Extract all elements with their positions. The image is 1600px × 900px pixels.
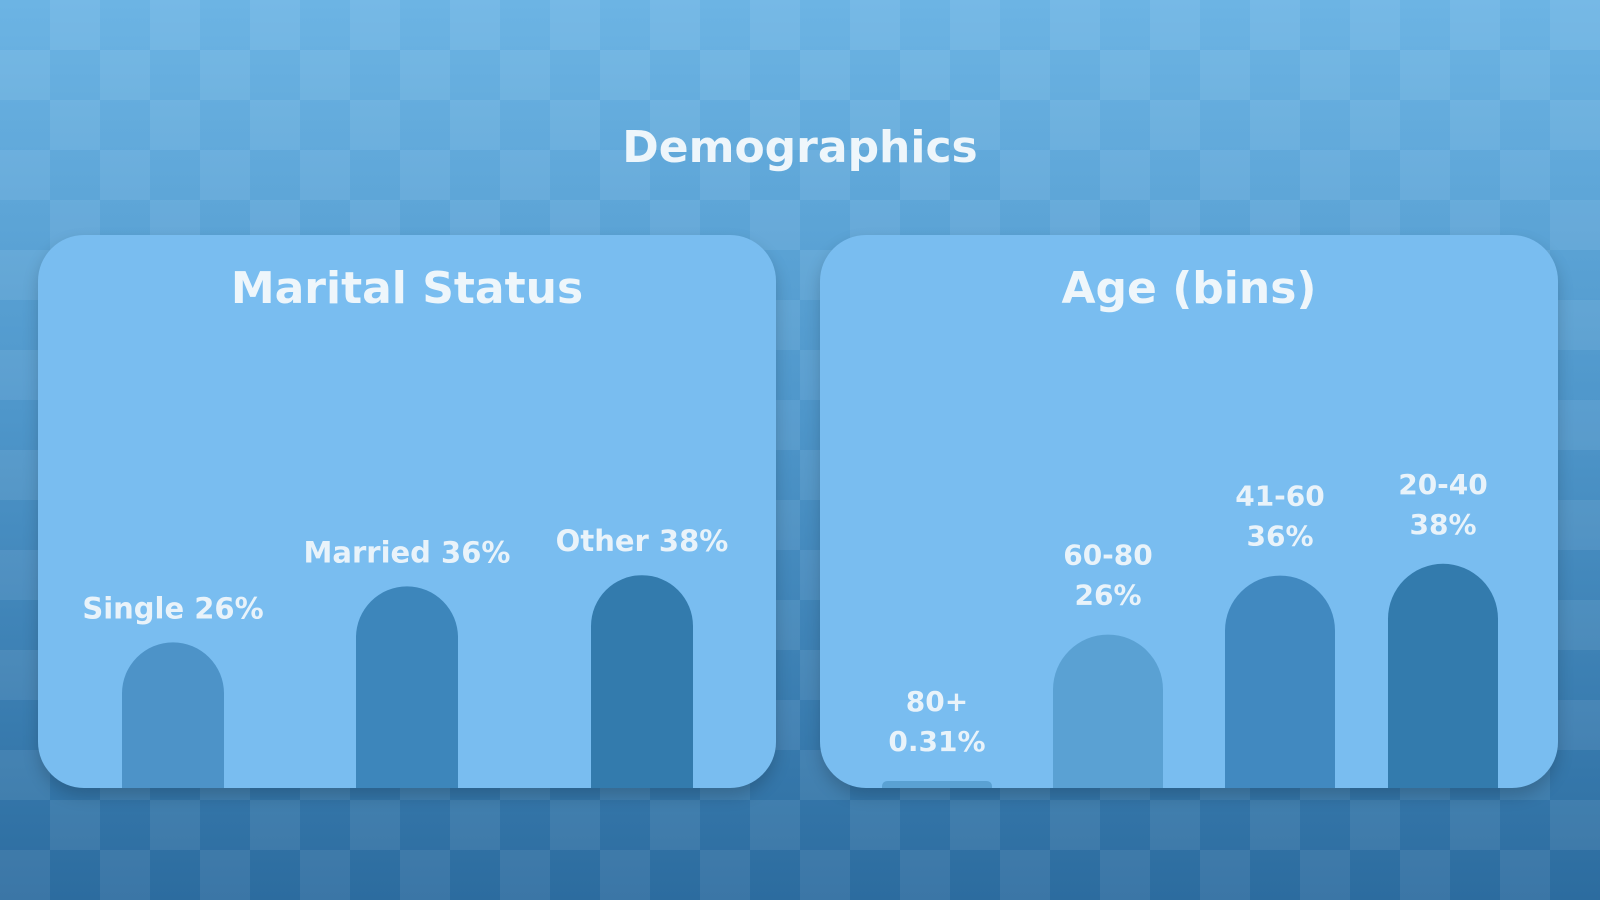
marital-status-chart: Single 26% Married 36% Other 38% — [82, 524, 729, 788]
bar-married — [356, 586, 458, 788]
age-bins-panel: Age (bins) 80+ 0.31% 60-80 26% 41-60 36% 20-40… — [820, 235, 1558, 788]
bar-label: Other 38% — [556, 524, 729, 558]
value-label: 26% — [1074, 579, 1141, 612]
age-bins-chart: 80+ 0.31% 60-80 26% 41-60 36% 20-40 38% — [882, 468, 1498, 788]
marital-status-panel: Marital Status Single 26% Married 36% Othe… — [38, 235, 776, 788]
bar-20-40 — [1388, 563, 1498, 788]
bar-41-60 — [1225, 575, 1335, 788]
bar-60-80 — [1053, 634, 1163, 788]
value-label: 0.31% — [888, 725, 985, 758]
bar-label: Single 26% — [82, 591, 263, 625]
bar-single — [122, 642, 224, 788]
category-label: 60-80 — [1063, 539, 1153, 572]
marital-status-title: Marital Status — [230, 263, 584, 314]
page-title: Demographics — [622, 122, 978, 173]
category-label: 80+ — [906, 685, 968, 718]
bar-other — [591, 575, 693, 788]
value-label: 38% — [1409, 508, 1476, 541]
bar-80- — [882, 781, 992, 788]
category-label: 20-40 — [1398, 468, 1488, 501]
age-bins-title: Age (bins) — [1061, 263, 1317, 314]
category-label: 41-60 — [1235, 480, 1325, 513]
value-label: 36% — [1246, 520, 1313, 553]
bar-label: Married 36% — [304, 535, 511, 569]
